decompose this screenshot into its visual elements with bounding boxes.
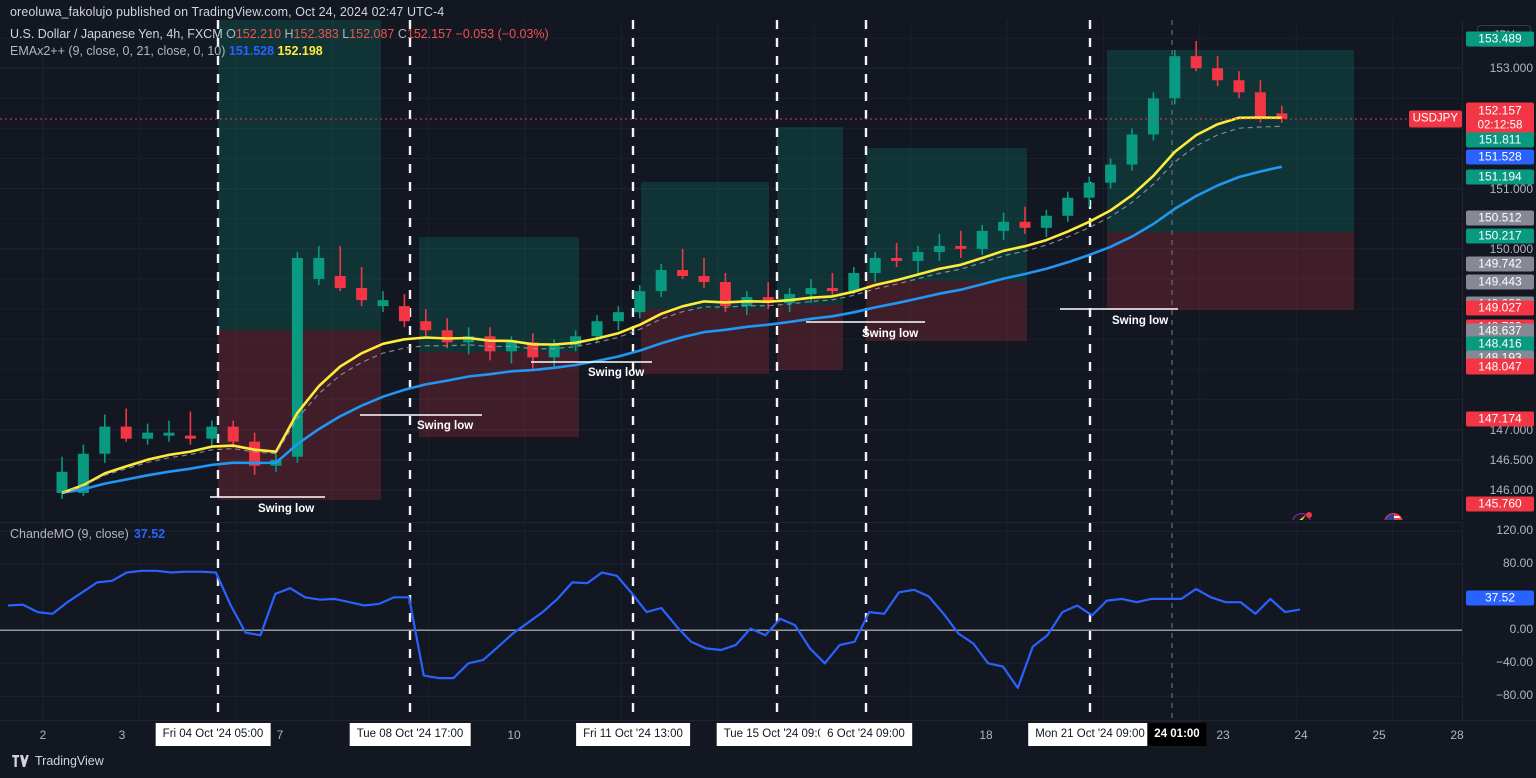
tradingview-mark-icon	[12, 755, 29, 767]
tradingview-wordmark: TradingView	[35, 754, 104, 768]
price-level-tag: 149.443	[1466, 274, 1534, 290]
time-tick-label: 23	[1216, 728, 1230, 742]
time-date-box: Tue 08 Oct '24 17:00	[349, 723, 471, 746]
economic-event-marker[interactable]: ⚡	[1292, 512, 1312, 520]
time-date-box: Fri 11 Oct '24 13:00	[576, 723, 690, 746]
indicator-value-tag: 37.52	[1466, 590, 1534, 606]
chandemo-svg	[0, 523, 1462, 721]
countdown-timer: 02:12:58	[1477, 119, 1523, 132]
time-tick-label: 25	[1372, 728, 1386, 742]
time-date-box: Tue 15 Oct '24 09:00	[716, 723, 838, 746]
indicator-tick-label: −40.00	[1495, 655, 1533, 670]
ema-slow-line	[61, 165, 1283, 495]
price-grid	[0, 20, 1462, 520]
swing-low-lines	[210, 308, 1178, 498]
attribution-text: oreoluwa_fakolujo published on TradingVi…	[10, 5, 445, 19]
time-tick-label: 3	[118, 728, 126, 742]
time-tick-label: 2	[39, 728, 47, 742]
price-level-tag: 151.811	[1466, 132, 1534, 148]
price-level-tag: 150.217	[1466, 228, 1534, 244]
price-axis[interactable]: JPY 153.000151.000150.000147.000146.5001…	[1462, 20, 1536, 520]
indicator-legend: ChandeMO (9, close) 37.52	[10, 527, 165, 541]
price-chart-svg	[0, 20, 1462, 520]
time-date-box: Mon 21 Oct '24 09:00	[1028, 723, 1152, 746]
price-level-tag: 147.174	[1466, 411, 1534, 427]
price-level-tag: 150.512	[1466, 210, 1534, 226]
time-date-box: 24 01:00	[1147, 723, 1207, 746]
price-level-tag: 148.637	[1466, 323, 1534, 339]
indicator-axis[interactable]: 120.00 80.00 0.00 −40.00 −80.00 37.52	[1462, 522, 1536, 720]
time-tick-label: 10	[507, 728, 521, 742]
price-level-tag: 148.416	[1466, 336, 1534, 352]
indicator-grid	[0, 523, 1462, 721]
time-date-box: 6 Oct '24 09:00	[820, 723, 912, 746]
symbol-price-tag: USDJPY	[1408, 110, 1462, 128]
time-tick-label: 24	[1294, 728, 1308, 742]
chandemo-line	[7, 569, 1301, 690]
indicator-title: ChandeMO (9, close)	[10, 527, 129, 541]
price-level-tag: 149.027	[1466, 300, 1534, 316]
time-date-box: Fri 04 Oct '24 05:00	[155, 723, 271, 746]
price-chart-pane[interactable]: U.S. Dollar / Japanese Yen, 4h, FXCM O15…	[0, 20, 1462, 520]
indicator-tick-label: 120.00	[1496, 523, 1533, 538]
swing-low-label: Swing low	[588, 367, 645, 379]
price-level-tag: 148.047	[1466, 359, 1534, 375]
price-tick-label: 151.000	[1489, 181, 1533, 196]
price-level-tag: 151.194	[1466, 169, 1534, 185]
indicator-tick-label: 80.00	[1502, 556, 1533, 571]
price-tick-label: 153.000	[1489, 61, 1533, 76]
price-tick-label: 146.000	[1489, 482, 1533, 497]
swing-low-label: Swing low	[1112, 315, 1169, 327]
price-level-tag: 145.760	[1466, 496, 1534, 512]
indicator-tick-label: −80.00	[1495, 688, 1533, 703]
time-axis[interactable]: 2 3 7 10 18 23 24 25 28 Fri 04 Oct '24 05:00 Tue …	[0, 720, 1536, 749]
bottom-bar: TradingView	[0, 748, 1536, 778]
tradingview-logo[interactable]: TradingView	[12, 754, 104, 768]
ema-mid-dashed-line	[61, 125, 1282, 494]
price-tick-label: 146.500	[1489, 452, 1533, 467]
candlesticks	[56, 41, 1288, 499]
indicator-tick-label: 0.00	[1509, 622, 1533, 637]
event-alert-dot	[1306, 512, 1312, 518]
ema-fast-line	[61, 116, 1282, 495]
swing-low-label: Swing low	[417, 420, 474, 432]
session-vlines	[216, 20, 1173, 520]
price-level-tag: 152.157 02:12:58	[1466, 102, 1534, 136]
flag-canton	[1385, 514, 1394, 520]
supply-demand-zones	[218, 20, 1354, 500]
time-tick-label: 7	[276, 728, 284, 742]
price-tick-label: 150.000	[1489, 241, 1533, 256]
price-level-tag: 151.528	[1466, 149, 1534, 165]
bolt-icon: ⚡	[1293, 514, 1310, 520]
swing-low-label: Swing low	[258, 503, 315, 515]
swing-low-label: Swing low	[862, 328, 919, 340]
us-news-event-marker[interactable]	[1384, 513, 1403, 520]
time-tick-label: 18	[979, 728, 993, 742]
time-tick-label: 28	[1450, 728, 1464, 742]
indicator-value: 37.52	[133, 527, 166, 541]
price-level-tag: 153.489	[1466, 31, 1534, 47]
chandemo-indicator-pane[interactable]: ChandeMO (9, close) 37.52	[0, 522, 1462, 721]
price-level-value: 152.157	[1478, 103, 1522, 118]
price-level-tag: 149.742	[1466, 256, 1534, 272]
